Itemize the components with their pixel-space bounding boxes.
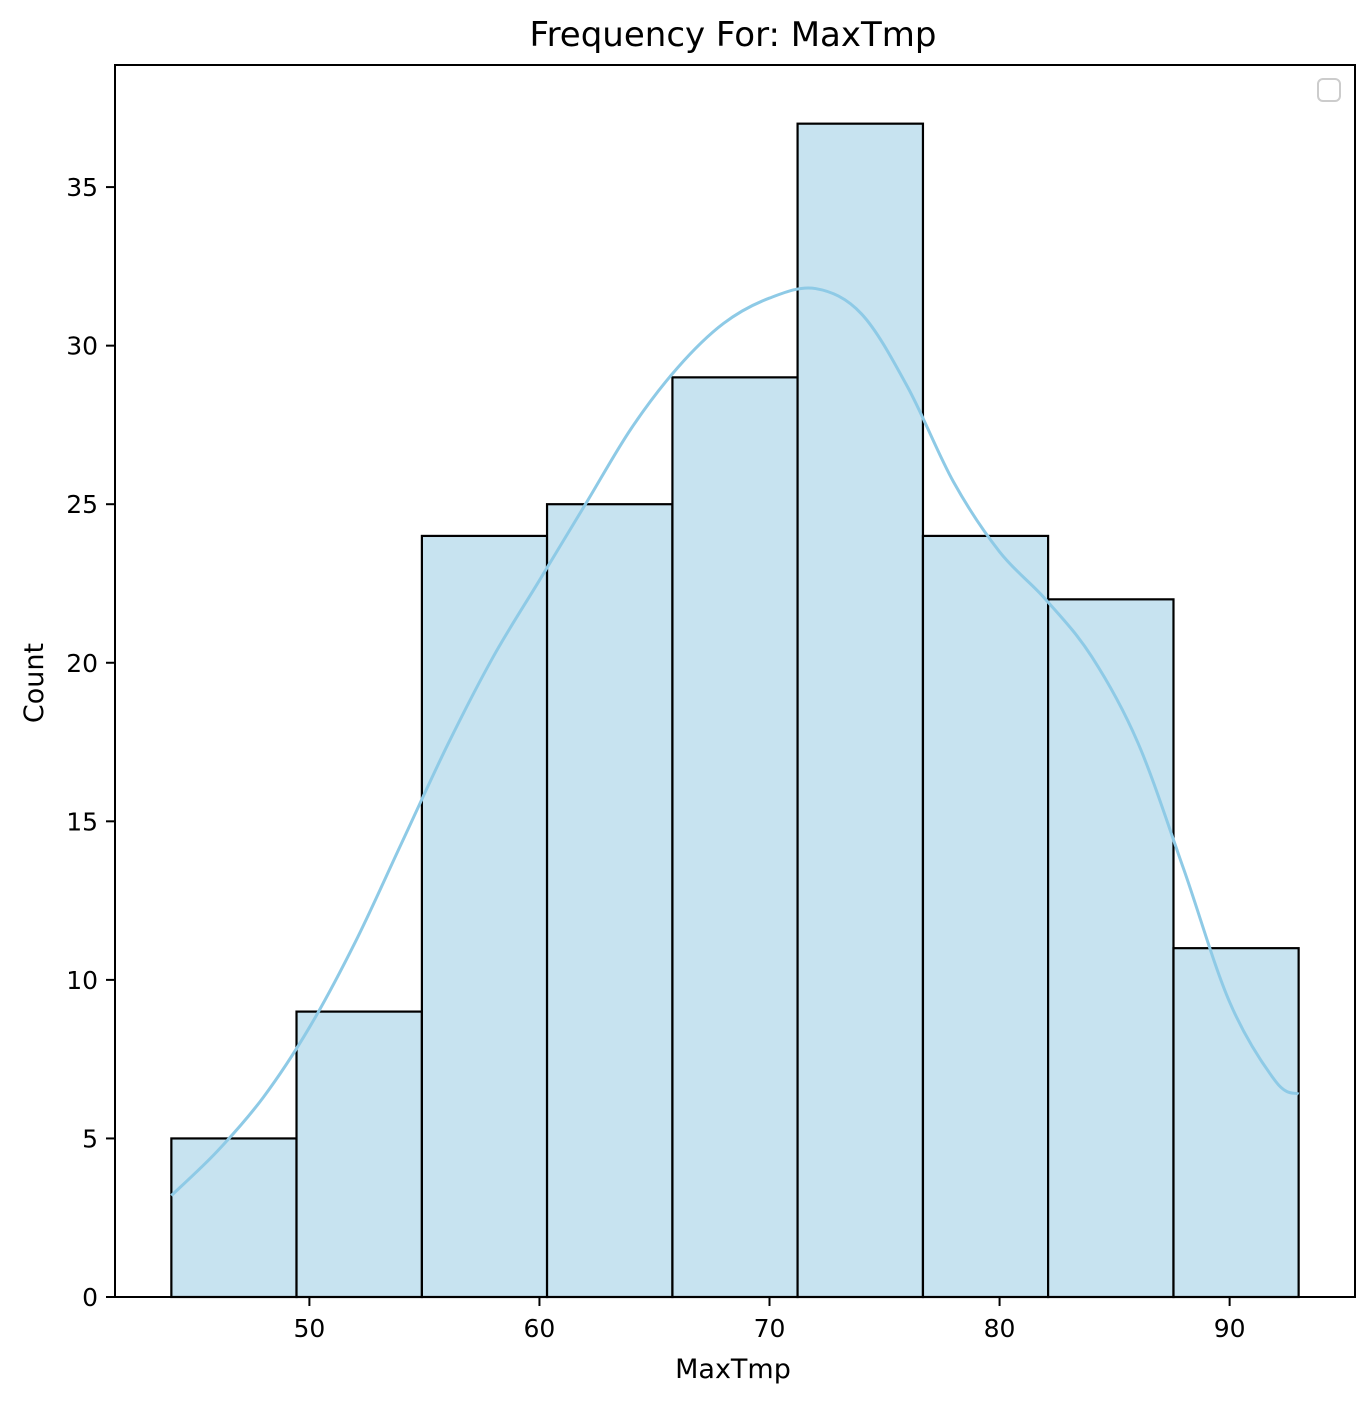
x-axis-ticks: 50 60 70 80 90: [293, 1297, 1246, 1343]
y-tick-label: 15: [66, 807, 98, 836]
histogram-bar: [545, 503, 674, 1299]
x-tick-label: 60: [524, 1314, 556, 1343]
y-tick-label: 25: [66, 490, 98, 519]
kde-curve: [170, 286, 1300, 1197]
legend-box: [1317, 78, 1341, 102]
histogram-bar: [1047, 598, 1175, 1299]
histogram-bar: [295, 1010, 423, 1299]
y-tick-label: 0: [82, 1283, 98, 1312]
y-tick-label: 35: [66, 173, 98, 202]
chart-title: Frequency For: MaxTmp: [529, 15, 936, 55]
histogram-bar: [671, 376, 799, 1299]
bars-group: [170, 122, 1300, 1299]
y-tick-label: 10: [66, 966, 98, 995]
histogram-bar: [1172, 947, 1300, 1299]
y-axis-label: Count: [19, 643, 50, 723]
histogram-bar: [921, 534, 1050, 1299]
y-tick-label: 30: [66, 332, 98, 361]
y-axis-ticks: 0 5 10 15 20 25 30 35: [66, 173, 115, 1312]
histogram-bar: [170, 1137, 298, 1299]
histogram-bar: [420, 534, 549, 1299]
x-axis-label: MaxTmp: [675, 1354, 791, 1385]
x-tick-label: 50: [293, 1314, 325, 1343]
x-tick-label: 90: [1214, 1314, 1246, 1343]
y-tick-label: 20: [66, 649, 98, 678]
x-tick-label: 80: [984, 1314, 1016, 1343]
plot-frame: [114, 64, 1356, 1298]
x-tick-label: 70: [754, 1314, 786, 1343]
y-tick-label: 5: [82, 1124, 98, 1153]
histogram-bar: [796, 122, 925, 1299]
